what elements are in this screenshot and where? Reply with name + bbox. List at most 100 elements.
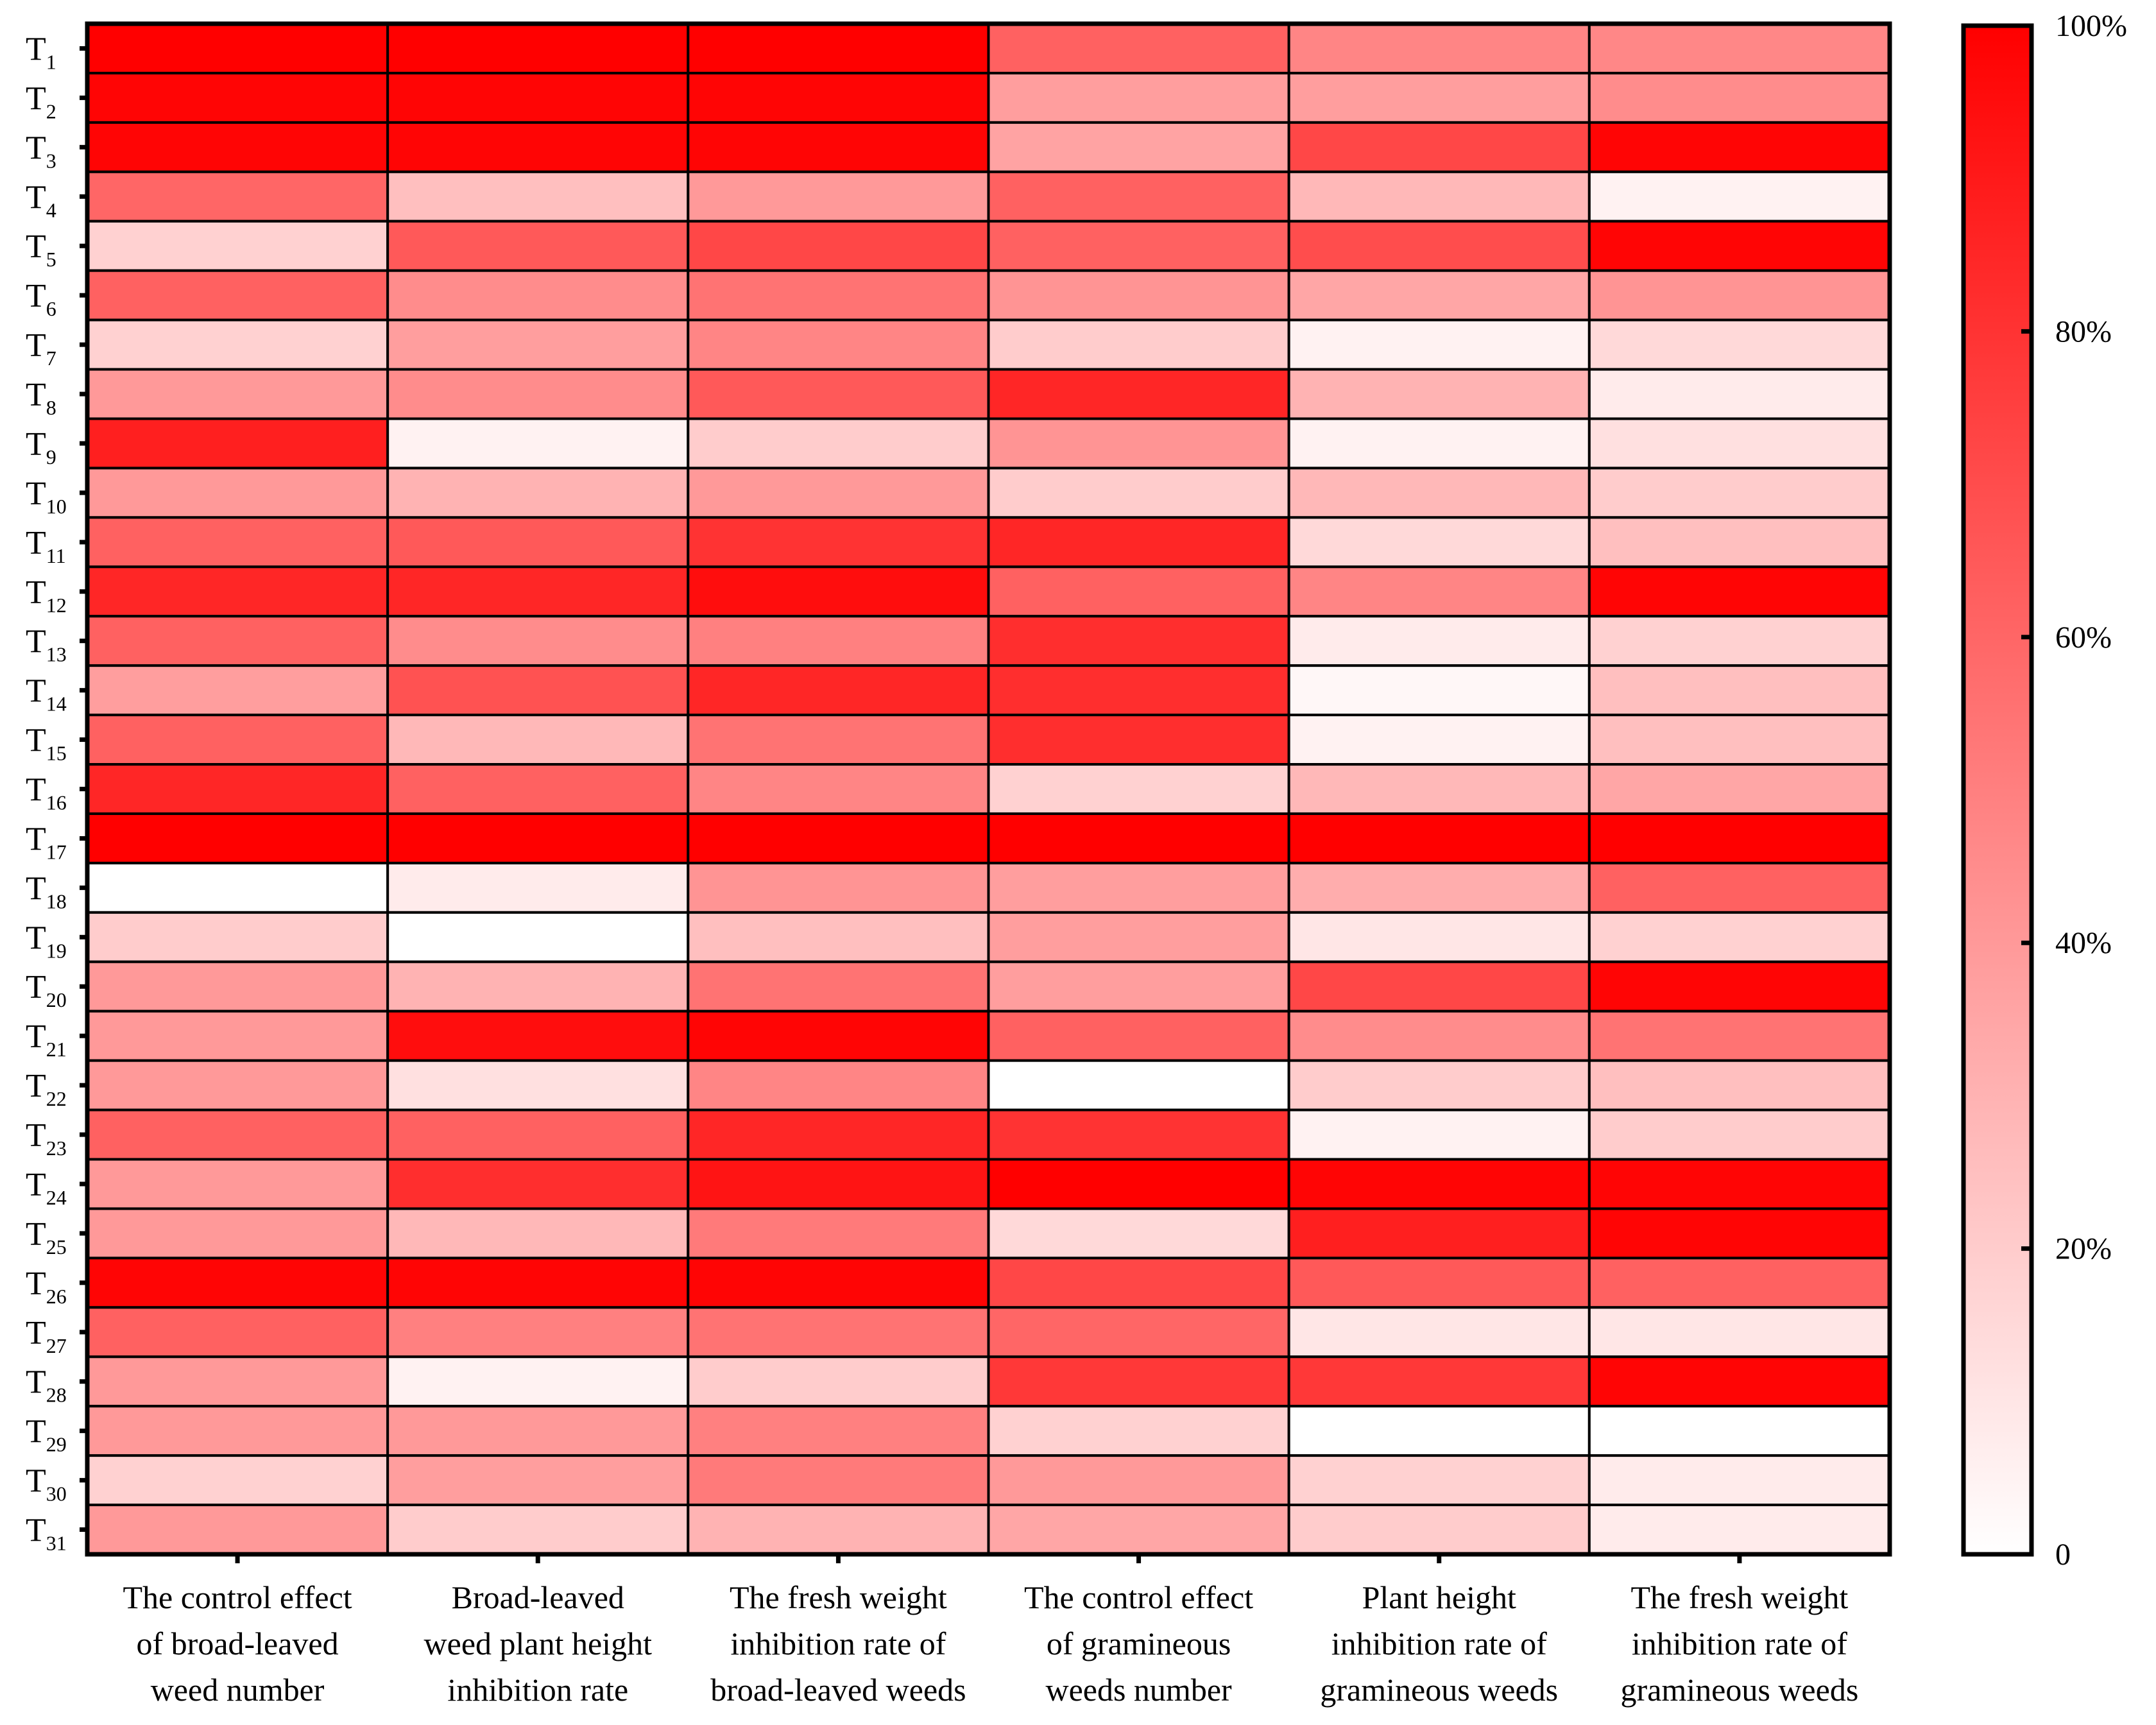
heatmap-cell-r10-c2 (386, 467, 690, 519)
column-label-3-line-3: broad-leaved weeds (710, 1672, 966, 1708)
heatmap-cell-r3-c2 (386, 121, 690, 173)
heatmap-cell-r2-c2 (386, 71, 690, 124)
heatmap-cell-r29-c4 (987, 1405, 1290, 1457)
row-label-7: T7 (26, 327, 56, 370)
heatmap-cell-r19-c2 (386, 911, 690, 963)
row-label-30: T30 (26, 1463, 67, 1506)
heatmap-cell-r25-c6 (1587, 1207, 1892, 1260)
heatmap-cell-r23-c4 (987, 1108, 1290, 1161)
column-label-1-line-3: weed number (151, 1672, 325, 1708)
heatmap-cell-r11-c5 (1287, 516, 1591, 569)
heatmap-cell-r15-c3 (687, 714, 990, 766)
heatmap-cell-r29-c5 (1287, 1405, 1591, 1457)
heatmap-cell-r18-c1 (86, 861, 389, 914)
heatmap-cell-r17-c6 (1587, 812, 1892, 864)
heatmap-cell-r13-c6 (1587, 615, 1892, 667)
axis-ticks (80, 46, 1742, 1563)
colorbar-label-60: 60% (2055, 621, 2112, 655)
row-label-9: T9 (26, 426, 56, 468)
heatmap-cell-r22-c5 (1287, 1059, 1591, 1111)
heatmap-cell-r18-c6 (1587, 861, 1892, 914)
heatmap-cell-r20-c6 (1587, 960, 1892, 1013)
heatmap-cell-r24-c6 (1587, 1158, 1892, 1210)
heatmap-cell-r4-c6 (1587, 170, 1892, 223)
column-label-2-line-3: inhibition rate (447, 1672, 628, 1708)
heatmap-cell-r16-c4 (987, 763, 1290, 815)
heatmap-cell-r5-c3 (687, 219, 990, 272)
heatmap-cell-r13-c1 (86, 615, 389, 667)
heatmap-cell-r23-c5 (1287, 1108, 1591, 1161)
heatmap-cell-r22-c1 (86, 1059, 389, 1111)
heatmap-cell-r5-c5 (1287, 219, 1591, 272)
heatmap-cell-r18-c2 (386, 861, 690, 914)
heatmap-cell-r14-c4 (987, 664, 1290, 717)
heatmap-cell-r6-c5 (1287, 269, 1591, 322)
heatmap-cell-r18-c3 (687, 861, 990, 914)
heatmap-cell-r26-c1 (86, 1257, 389, 1309)
heatmap-cell-r25-c1 (86, 1207, 389, 1260)
heatmap-cell-r20-c5 (1287, 960, 1591, 1013)
heatmap-cell-r9-c1 (86, 417, 389, 470)
row-label-8: T8 (26, 377, 56, 419)
heatmap-cell-r8-c6 (1587, 368, 1892, 420)
heatmap-cell-r8-c2 (386, 368, 690, 420)
heatmap-cell-r12-c5 (1287, 565, 1591, 618)
heatmap-cell-r21-c1 (86, 1009, 389, 1062)
heatmap-cell-r29-c6 (1587, 1405, 1892, 1457)
column-label-1-line-2: of broad-leaved (137, 1626, 339, 1661)
heatmap-cell-r29-c1 (86, 1405, 389, 1457)
heatmap-cell-r14-c6 (1587, 664, 1892, 717)
heatmap-cell-r21-c2 (386, 1009, 690, 1062)
row-label-5: T5 (26, 228, 56, 271)
heatmap-cell-r2-c6 (1587, 71, 1892, 124)
heatmap-cell-r12-c3 (687, 565, 990, 618)
heatmap-cell-r7-c3 (687, 318, 990, 371)
heatmap-cell-r12-c6 (1587, 565, 1892, 618)
heatmap-cell-r16-c6 (1587, 763, 1892, 815)
heatmap-cell-r27-c2 (386, 1306, 690, 1359)
heatmap-cell-r6-c4 (987, 269, 1290, 322)
heatmap-cell-r26-c2 (386, 1257, 690, 1309)
heatmap-cell-r3-c3 (687, 121, 990, 173)
heatmap-cell-r6-c1 (86, 269, 389, 322)
heatmap-cell-r24-c2 (386, 1158, 690, 1210)
heatmap-cell-r17-c4 (987, 812, 1290, 864)
heatmap-cell-r27-c4 (987, 1306, 1290, 1359)
heatmap-cell-r25-c3 (687, 1207, 990, 1260)
colorbar-gradient (1961, 23, 2034, 1557)
row-label-18: T18 (26, 870, 67, 913)
heatmap-cell-r9-c2 (386, 417, 690, 470)
heatmap-cell-r1-c3 (687, 22, 990, 74)
column-label-5-line-3: gramineous weeds (1320, 1672, 1558, 1708)
heatmap-cell-r31-c2 (386, 1504, 690, 1556)
heatmap-cell-r16-c5 (1287, 763, 1591, 815)
heatmap-cell-r19-c5 (1287, 911, 1591, 963)
heatmap-cell-r31-c5 (1287, 1504, 1591, 1556)
column-label-6-line-1: The fresh weight (1631, 1579, 1849, 1615)
row-label-13: T13 (26, 624, 67, 666)
heatmap-cell-r26-c4 (987, 1257, 1290, 1309)
row-label-1: T1 (26, 31, 56, 73)
heatmap-cell-r20-c2 (386, 960, 690, 1013)
heatmap-cell-r13-c5 (1287, 615, 1591, 667)
heatmap-cell-r30-c6 (1587, 1454, 1892, 1507)
heatmap-cell-r19-c3 (687, 911, 990, 963)
heatmap-cell-r17-c5 (1287, 812, 1591, 864)
heatmap-cell-r25-c5 (1287, 1207, 1591, 1260)
colorbar-label-80: 80% (2055, 314, 2112, 348)
heatmap-cell-r4-c5 (1287, 170, 1591, 223)
heatmap-cell-r19-c6 (1587, 911, 1892, 963)
heatmap-cell-r14-c5 (1287, 664, 1591, 717)
heatmap-cell-r24-c5 (1287, 1158, 1591, 1210)
row-label-15: T15 (26, 723, 67, 765)
heatmap-cell-r5-c1 (86, 219, 389, 272)
heatmap-cell-r15-c1 (86, 714, 389, 766)
heatmap-cell-r26-c3 (687, 1257, 990, 1309)
column-labels: The control effect of broad-leaved weed nu… (123, 1579, 1858, 1708)
heatmap-cell-r25-c4 (987, 1207, 1290, 1260)
heatmap-cell-r20-c1 (86, 960, 389, 1013)
heatmap-cell-r9-c3 (687, 417, 990, 470)
row-label-10: T10 (26, 476, 67, 518)
heatmap-cell-r5-c2 (386, 219, 690, 272)
heatmap-cell-r14-c2 (386, 664, 690, 717)
